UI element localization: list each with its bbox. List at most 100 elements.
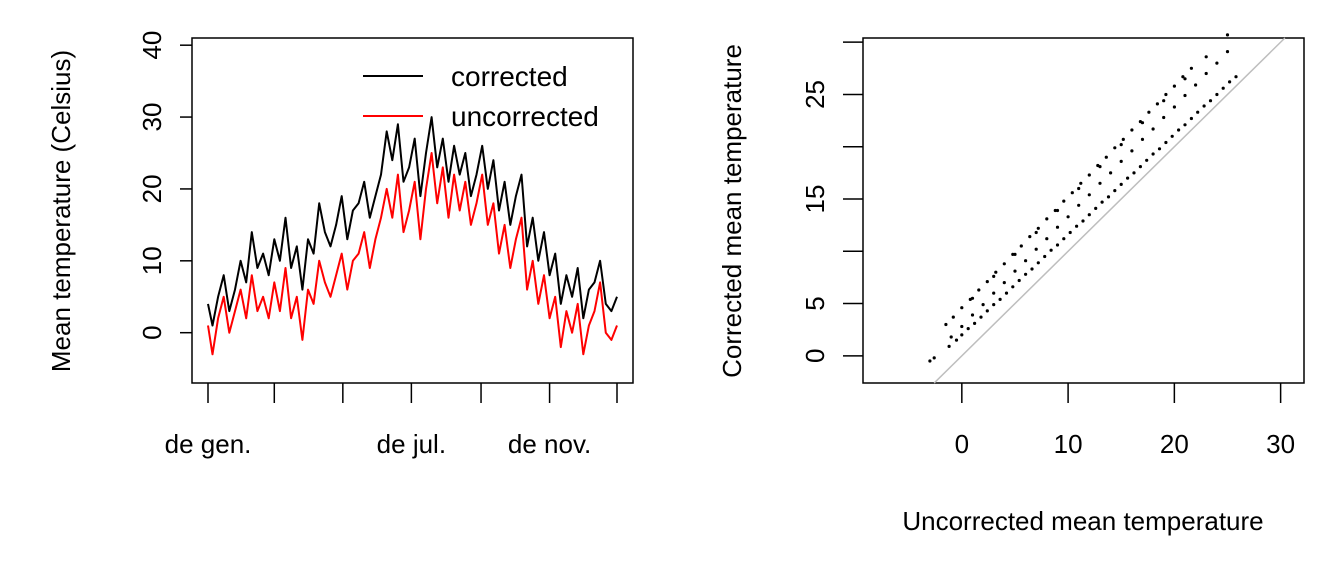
scatter-point (1036, 261, 1040, 265)
scatter-point (1024, 259, 1028, 263)
scatter-point (1126, 176, 1130, 180)
scatter-point (970, 313, 975, 317)
scatter-point (1164, 140, 1168, 145)
scatter-point (1189, 116, 1193, 121)
scatter-point (960, 324, 964, 329)
scatter-point (1055, 208, 1060, 213)
scatter-point (1045, 237, 1049, 241)
y-axis: 0 5 15 25 (800, 41, 863, 363)
scatter-point (1157, 147, 1162, 151)
scatter-point (1036, 226, 1040, 230)
scatter-point (1002, 281, 1006, 285)
scatter-point (1228, 80, 1232, 84)
y-axis: 0 10 20 30 40 (137, 31, 192, 340)
scatter-point (1098, 181, 1102, 185)
scatter-point (1204, 55, 1208, 59)
scatter-point (1155, 102, 1159, 106)
scatter-point (1189, 66, 1193, 70)
scatter-point (1062, 237, 1066, 241)
legend-label: uncorrected (451, 101, 599, 132)
scatter-point (1119, 159, 1123, 163)
y-tick-label: 40 (137, 31, 167, 60)
scatter-point (1181, 75, 1185, 79)
scatter-point (1172, 105, 1176, 109)
scatter-point (1034, 230, 1038, 235)
scatter-point (1087, 173, 1091, 177)
scatter-point (1194, 83, 1198, 87)
scatter-point (1030, 267, 1034, 271)
scatter-point (1177, 128, 1181, 132)
scatter-point (981, 303, 985, 307)
x-tick-label: 0 (955, 429, 969, 459)
series-line-corrected (207, 116, 618, 327)
scatter-point (1106, 195, 1111, 199)
scatter-point (1225, 33, 1230, 37)
scatter-point (1183, 123, 1187, 127)
scatter-point (1043, 254, 1047, 259)
scatter-point (1017, 278, 1021, 283)
y-tick-label: 15 (800, 185, 830, 214)
x-axis: 0 10 20 30 (955, 383, 1295, 459)
scatter-point (1094, 206, 1098, 210)
scatter-point (1138, 165, 1142, 169)
scatter-point (1215, 92, 1219, 97)
scatter-point (1100, 200, 1104, 204)
plot-frame (191, 37, 634, 384)
scatter-point (928, 359, 932, 363)
scatter-point (1109, 171, 1113, 175)
scatter-point (1079, 181, 1083, 185)
x-tick-label: 10 (1054, 429, 1083, 459)
scatter-point (1081, 219, 1085, 223)
x-axis-title: Uncorrected mean temperature (902, 506, 1263, 536)
scatter-point (1196, 110, 1200, 114)
scatter-point (1162, 115, 1166, 120)
scatter-point (1225, 50, 1230, 54)
scatter-point (1208, 99, 1213, 103)
scatter-point (1077, 203, 1081, 207)
scatter-point (949, 335, 953, 339)
scatter-point (954, 338, 959, 342)
scatter-point (1183, 77, 1187, 81)
scatter-point (1121, 137, 1125, 141)
scatter-point (951, 315, 955, 319)
scatter-point (1119, 143, 1123, 147)
scatter-point (1104, 155, 1108, 159)
identity-reference-line (933, 37, 1286, 384)
scatter-point (1113, 146, 1117, 150)
scatter-point (1087, 213, 1091, 217)
y-tick-label: 5 (800, 296, 830, 310)
scatter-point (992, 291, 996, 295)
scatter-panel: 0 5 15 25 0 10 20 30 Uncorrected mean temperat… (717, 33, 1305, 536)
scatter-point (998, 297, 1002, 301)
scatter-point (1028, 235, 1032, 239)
scatter-point (1049, 248, 1053, 252)
y-tick-label: 20 (137, 174, 167, 203)
scatter-point (1062, 199, 1066, 203)
x-axis: de gen. de jul. de nov. (165, 383, 618, 459)
scatter-point (1055, 225, 1060, 229)
time-series-panel: 0 10 20 30 40 de gen. de jul. de nov. Mean tem… (46, 31, 634, 459)
x-tick-label: 30 (1266, 429, 1295, 459)
scatter-point (1034, 247, 1038, 251)
scatter-point (1013, 269, 1017, 273)
scatter-point (1045, 217, 1049, 221)
scatter-point (1221, 86, 1225, 90)
scatter-point (1151, 152, 1155, 156)
scatter-point (1130, 128, 1134, 132)
y-axis-title: Corrected mean temperature (717, 44, 747, 378)
scatter-point (1130, 149, 1134, 153)
scatter-point (1172, 84, 1176, 88)
scatter-point (1234, 75, 1238, 79)
scatter-point (985, 309, 989, 313)
scatter-point (1077, 186, 1081, 191)
scatter-point (960, 306, 964, 310)
scatter-point (944, 322, 948, 327)
scatter-point (1151, 127, 1155, 131)
scatter-point (1164, 92, 1168, 97)
x-tick-label: de jul. (377, 429, 446, 459)
y-axis-title: Mean temperature (Celsius) (46, 50, 76, 372)
scatter-point (994, 270, 998, 274)
y-tick-label: 0 (800, 349, 830, 363)
x-tick-label: 20 (1160, 429, 1189, 459)
scatter-point (973, 321, 977, 325)
